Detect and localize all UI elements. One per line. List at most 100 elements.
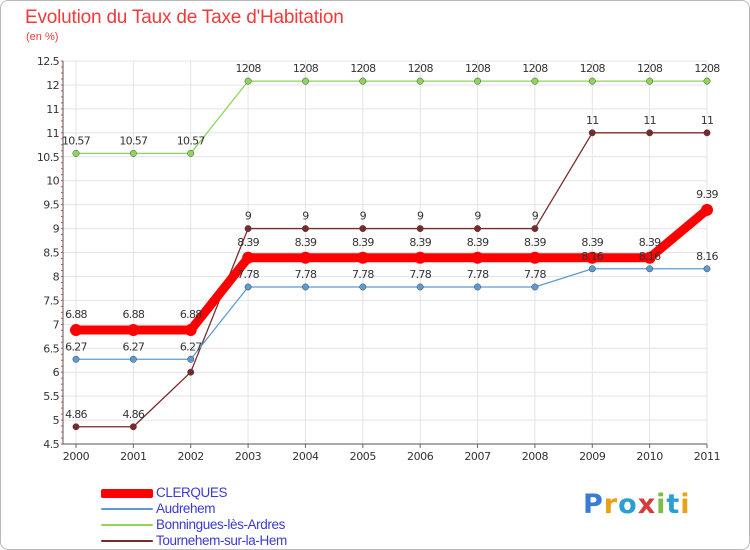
data-label: 8.39 [581, 236, 603, 249]
data-label: 6.27 [123, 340, 145, 353]
data-point [471, 251, 484, 264]
x-tick-label: 2000 [63, 450, 90, 463]
data-point [72, 355, 80, 363]
data-point [129, 423, 137, 431]
legend-label: Tournehem-sur-la-Hem [156, 533, 287, 548]
data-label: 1208 [235, 62, 261, 75]
data-label: 1208 [465, 62, 491, 75]
logo-letter: i [680, 489, 691, 520]
data-point [646, 129, 654, 137]
x-tick-label: 2003 [235, 450, 262, 463]
data-label: 7.78 [409, 268, 431, 281]
data-point [359, 283, 367, 291]
y-tick-label: 5 [53, 414, 60, 427]
data-point [359, 225, 367, 233]
data-label: 4.86 [65, 408, 87, 421]
data-point [244, 225, 252, 233]
y-tick-label: 10.5 [37, 151, 60, 164]
data-point [703, 129, 711, 137]
x-tick-label: 2002 [178, 450, 204, 463]
y-tick-label: 12 [46, 79, 59, 92]
y-tick-label: 9 [53, 223, 60, 236]
data-label: 10.57 [177, 134, 206, 147]
data-label: 1208 [637, 62, 663, 75]
data-point [356, 251, 369, 264]
axes: 4.5 5 5.5 6 6.5 7 7.5 8 8.5 9 9.5 10 10.5 11 11 12 12.5 2… [37, 55, 721, 463]
data-point [414, 251, 427, 264]
data-label: 11 [586, 114, 599, 127]
line-chart: 4.5 5 5.5 6 6.5 7 7.5 8 8.5 9 9.5 10 10.5 11 11 12 12.5 2… [37, 55, 721, 463]
data-label: 1208 [350, 62, 376, 75]
data-label: 10.57 [62, 134, 91, 147]
data-label: 11 [643, 114, 656, 127]
data-label: 8.16 [696, 250, 718, 263]
series-line [75, 132, 708, 428]
data-label: 6.88 [180, 308, 202, 321]
data-point [129, 149, 137, 157]
legend-label: Bonningues-lès-Ardres [156, 517, 285, 532]
data-label: 6.88 [123, 308, 145, 321]
data-point [531, 225, 539, 233]
data-point [646, 77, 654, 85]
legend-label: Audrehem [156, 501, 216, 516]
data-label: 9 [360, 210, 367, 223]
data-label: 8.39 [409, 236, 431, 249]
legend-swatch [101, 540, 153, 542]
data-label: 1208 [580, 62, 606, 75]
data-label: 8.39 [295, 236, 317, 249]
data-label: 9.39 [696, 188, 718, 201]
x-tick-label: 2011 [694, 450, 720, 463]
y-tick-label: 11 [46, 103, 59, 116]
data-label: 10.57 [119, 134, 148, 147]
x-tick-label: 2005 [350, 450, 377, 463]
x-tick-label: 2007 [464, 450, 491, 463]
data-label: 1208 [522, 62, 548, 75]
data-point [416, 283, 424, 291]
data-point [701, 203, 713, 216]
data-point [187, 368, 195, 376]
data-label: 9 [474, 210, 481, 223]
x-tick-label: 2006 [407, 450, 434, 463]
x-tick-label: 2004 [292, 450, 319, 463]
series-line [75, 80, 708, 155]
logo-letter: t [666, 489, 681, 520]
logo-letter: i [656, 489, 667, 520]
data-point [359, 77, 367, 85]
data-label: 9 [532, 210, 539, 223]
series-line [71, 205, 712, 335]
data-label: 6.27 [65, 340, 87, 353]
gridlines [63, 60, 708, 445]
y-tick-label: 6 [53, 366, 60, 379]
data-label: 4.86 [123, 408, 145, 421]
data-point [588, 77, 596, 85]
x-tick-label: 2009 [579, 450, 606, 463]
data-label: 11 [701, 114, 714, 127]
data-label: 1208 [694, 62, 720, 75]
data-point [187, 355, 195, 363]
series-line [75, 268, 708, 360]
data-label: 7.78 [524, 268, 546, 281]
data-point [244, 77, 252, 85]
series-lines [70, 77, 713, 431]
data-point [474, 225, 481, 233]
y-tick-label: 7 [53, 318, 60, 331]
legend-swatch [101, 508, 153, 510]
x-tick-label: 2001 [120, 450, 146, 463]
data-point [643, 251, 656, 264]
y-tick-label: 11 [46, 127, 59, 140]
x-tick-label: 2010 [636, 450, 663, 463]
data-label: 8.39 [467, 236, 489, 249]
data-point [129, 355, 137, 363]
data-point [244, 283, 252, 291]
y-tick-label: 5.5 [43, 390, 59, 403]
y-tick-label: 8 [53, 270, 60, 283]
data-point [474, 283, 481, 291]
proxiti-logo: Proxiti [583, 489, 691, 520]
data-point [586, 251, 599, 264]
data-label: 6.88 [65, 308, 87, 321]
data-label: 8.39 [639, 236, 661, 249]
y-tick-label: 4.5 [43, 438, 59, 451]
data-label: 8.16 [581, 250, 603, 263]
y-tick-label: 10 [46, 175, 59, 188]
